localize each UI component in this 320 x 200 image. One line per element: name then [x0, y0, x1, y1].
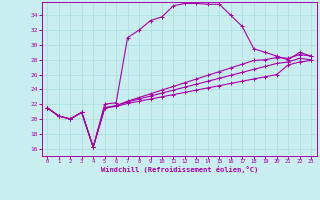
X-axis label: Windchill (Refroidissement éolien,°C): Windchill (Refroidissement éolien,°C) — [100, 166, 258, 173]
